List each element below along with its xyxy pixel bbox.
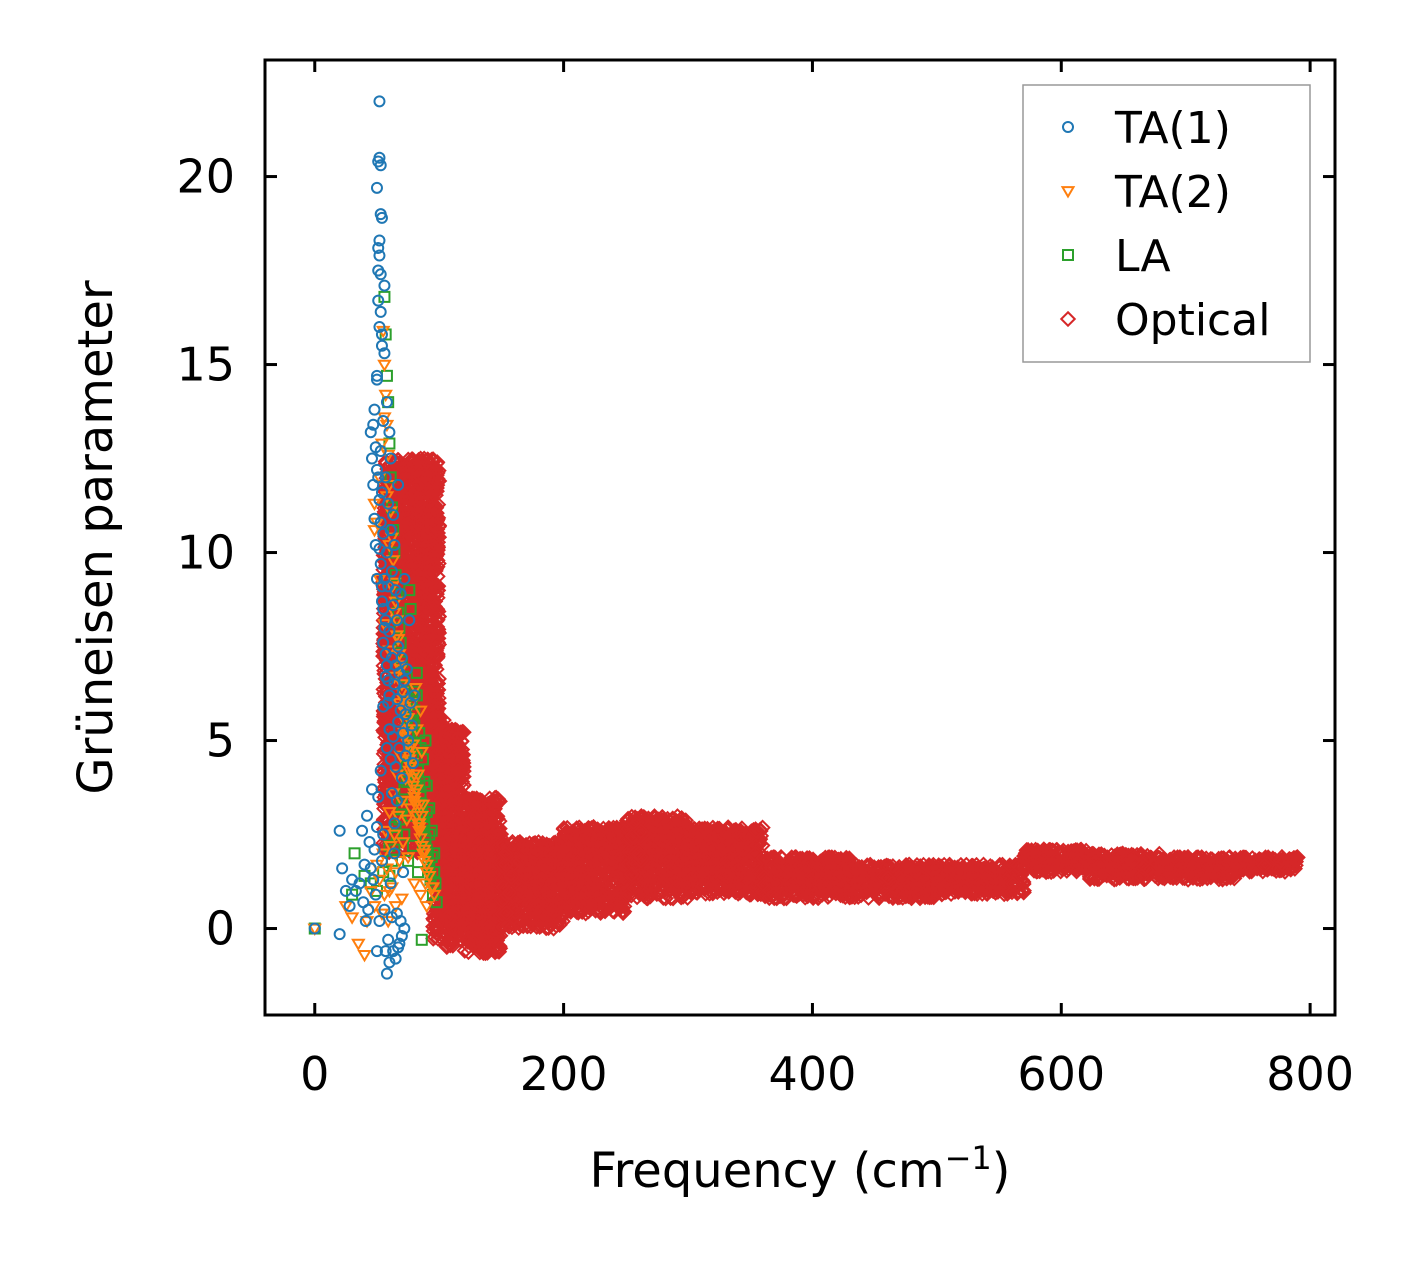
optical-point <box>396 517 414 534</box>
optical-point <box>426 550 443 567</box>
optical-point <box>425 478 443 495</box>
optical-point <box>423 531 440 549</box>
optical-point <box>414 492 431 509</box>
optical-point <box>396 553 414 570</box>
optical-point <box>411 547 428 564</box>
optical-point <box>427 645 444 663</box>
optical-point <box>427 611 445 629</box>
optical-point <box>424 625 441 643</box>
optical-point <box>425 505 443 522</box>
optical-point <box>399 821 416 838</box>
optical-point <box>419 469 437 486</box>
optical-point <box>406 616 424 633</box>
optical-point <box>408 514 425 531</box>
optical-point <box>430 603 447 620</box>
optical-point <box>384 779 402 796</box>
optical-point <box>419 637 437 655</box>
optical-point <box>430 472 448 490</box>
optical-point <box>414 514 432 531</box>
marks-layer <box>307 95 1306 980</box>
optical-point <box>415 664 432 682</box>
optical-point <box>403 567 420 584</box>
optical-point <box>383 491 400 508</box>
optical-point <box>407 491 425 509</box>
optical-point <box>399 516 416 533</box>
optical-point <box>428 640 445 657</box>
optical-point <box>416 468 433 485</box>
optical-point <box>422 483 440 501</box>
optical-point <box>377 774 394 791</box>
optical-point <box>416 532 434 549</box>
optical-point <box>408 477 426 494</box>
optical-point <box>426 576 444 593</box>
optical-point <box>410 658 427 675</box>
optical-point <box>403 633 420 650</box>
optical-point <box>429 675 447 692</box>
optical-point <box>410 467 427 484</box>
optical-point <box>416 450 433 467</box>
optical-point <box>420 591 437 608</box>
optical-point <box>386 463 403 480</box>
optical-point <box>423 468 440 485</box>
optical-point <box>415 499 433 516</box>
optical-point <box>375 722 392 739</box>
optical-point <box>430 624 448 642</box>
optical-point <box>428 685 446 702</box>
optical-point <box>425 930 442 947</box>
optical-point <box>414 639 431 656</box>
optical-point <box>417 577 434 595</box>
optical-point <box>413 611 430 628</box>
optical-point <box>383 515 401 533</box>
optical-point <box>428 455 445 472</box>
optical-point <box>423 548 441 566</box>
optical-point <box>422 666 439 683</box>
optical-point <box>417 573 435 590</box>
optical-point <box>376 706 393 724</box>
optical-point <box>423 561 440 579</box>
series-optical <box>375 450 1306 962</box>
optical-point <box>397 470 415 488</box>
optical-point <box>392 840 409 857</box>
optical-point <box>405 595 422 613</box>
optical-point <box>416 618 433 635</box>
